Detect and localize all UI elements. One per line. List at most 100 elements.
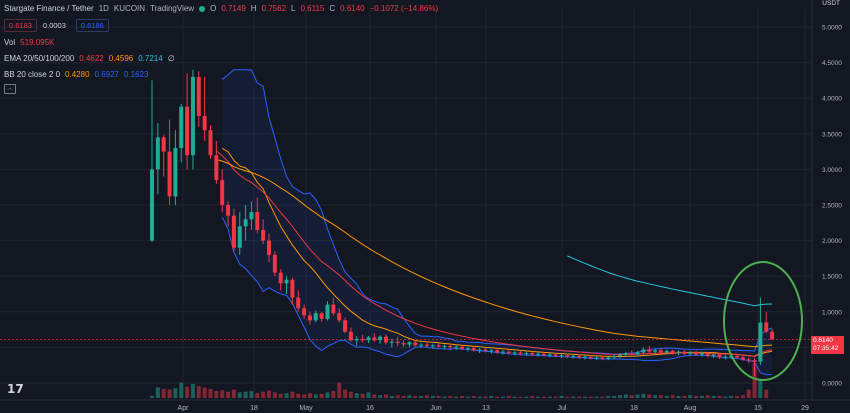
bb-value-1: 0.4280: [65, 70, 90, 79]
volume-bar: [161, 388, 166, 398]
candle-body: [190, 76, 195, 156]
currency-label[interactable]: USDT: [822, 0, 840, 7]
y-tick-label: 0.0000: [822, 381, 842, 388]
volume-bar: [565, 396, 570, 398]
volume-bar: [290, 391, 295, 398]
candle-body: [571, 355, 576, 357]
candle-body: [343, 320, 348, 332]
candle-body: [460, 346, 465, 349]
volume-bar: [571, 396, 576, 398]
volume-bar: [179, 382, 184, 398]
candle-body: [267, 240, 271, 255]
candle-body: [278, 272, 283, 284]
candle-body: [354, 338, 359, 341]
candle-body: [272, 254, 277, 273]
candle-body: [161, 137, 166, 152]
x-tick-label: 29: [801, 405, 809, 412]
candle-body: [384, 336, 388, 343]
candle-body: [723, 356, 728, 358]
bb-legend[interactable]: BB 20 close 2 0 0.4280 0.6927 0.1623: [4, 68, 438, 82]
volume-legend[interactable]: Vol 519.095K: [4, 36, 438, 50]
volume-bar: [582, 396, 587, 398]
candle-body: [694, 352, 699, 355]
volume-bar: [501, 396, 505, 398]
bar-countdown: 07:35:42: [813, 345, 839, 352]
symbol-row[interactable]: Stargate Finance / Tether 1D KUCOIN Trad…: [4, 2, 438, 16]
candle-body: [483, 349, 488, 351]
ema-legend[interactable]: EMA 20/50/100/200 0.4622 0.4596 0.7214 ∅: [4, 52, 438, 66]
candle-body: [196, 76, 201, 116]
collapse-legend-icon[interactable]: ︿: [4, 84, 16, 94]
volume-bar: [752, 363, 757, 398]
volume-bar: [372, 394, 377, 398]
x-tick-label: 13: [482, 405, 490, 412]
candle-body: [208, 130, 213, 156]
grid-lines: [0, 10, 812, 398]
candle-body: [167, 151, 172, 197]
interval-label[interactable]: 1D: [98, 4, 109, 13]
tradingview-logo-icon[interactable]: 17: [7, 382, 24, 396]
volume-bar: [220, 390, 225, 398]
candle-body: [325, 304, 330, 319]
volume-bar: [419, 395, 424, 398]
volume-bar: [319, 393, 324, 398]
volume-bar: [378, 395, 383, 398]
candle-body: [465, 348, 470, 350]
candle-body: [705, 353, 710, 356]
exchange-label: KUCOIN: [113, 4, 146, 13]
ohlc-c-label: C: [329, 4, 336, 13]
candle-body: [185, 106, 190, 156]
ema-50-line: [216, 158, 773, 348]
volume-bar: [255, 393, 260, 398]
volume-bar: [688, 395, 693, 398]
volume-bar: [261, 391, 266, 398]
candle-body: [588, 356, 593, 359]
volume-bar: [313, 394, 318, 398]
candle-body: [436, 345, 441, 347]
candle-body: [360, 338, 365, 341]
candle-body: [752, 360, 757, 362]
volume-bar: [448, 395, 453, 398]
volume-bar: [658, 395, 663, 398]
volume-bar: [612, 395, 617, 398]
volume-bar: [723, 396, 728, 398]
volume-bar: [185, 386, 190, 398]
volume-bar: [635, 394, 640, 398]
volume-bar: [682, 395, 687, 398]
candle-body: [419, 344, 424, 346]
candle-body: [313, 313, 318, 321]
volume-bar: [278, 393, 283, 398]
candle-body: [565, 355, 570, 357]
ohlc-h-label: H: [250, 4, 257, 13]
ohlc-low: 0.6115: [300, 4, 325, 13]
candle-body: [255, 212, 260, 230]
y-tick-label: 2.0000: [822, 238, 842, 245]
source-label: TradingView: [150, 4, 195, 13]
volume-bar: [424, 395, 429, 398]
candle-body: [606, 357, 611, 359]
volume-bar: [623, 394, 628, 398]
bb-fill: [222, 69, 773, 375]
ohlc-open: 0.7149: [221, 4, 246, 13]
sell-button[interactable]: 0.6183: [4, 18, 37, 32]
volume-bar: [664, 395, 669, 398]
candle-body: [501, 351, 505, 353]
volume-bar: [600, 396, 605, 398]
candle-body: [477, 349, 482, 351]
volume-bar: [360, 393, 365, 398]
buy-button[interactable]: 0.6186: [75, 18, 109, 32]
candle-body: [302, 308, 307, 316]
candle-body: [395, 341, 400, 344]
volume-bar: [150, 395, 154, 398]
x-tick-label: 18: [630, 405, 638, 412]
volume-bar: [536, 396, 541, 398]
volume-bar: [746, 389, 751, 398]
candle-body: [231, 215, 236, 248]
symbol-title[interactable]: Stargate Finance / Tether: [4, 4, 94, 13]
volume-bar: [618, 395, 622, 398]
candle-body: [618, 354, 622, 356]
candle-body: [553, 354, 558, 356]
candle-body: [664, 350, 669, 353]
